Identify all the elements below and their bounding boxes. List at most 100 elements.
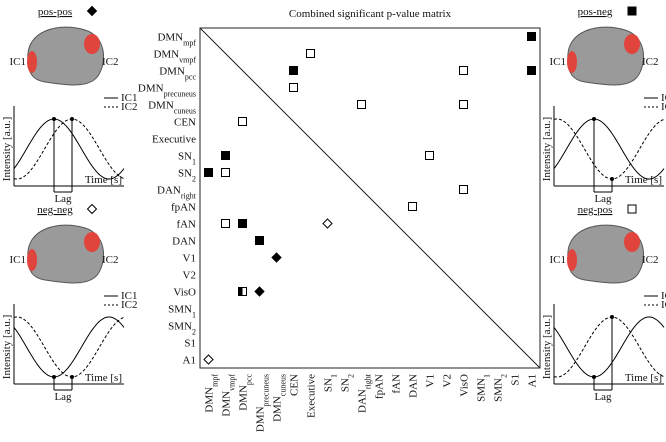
column-label: fpAN — [374, 374, 386, 399]
label-sub: 2 — [192, 174, 196, 183]
lag-label: Lag — [54, 193, 72, 205]
marker — [271, 252, 282, 263]
signal-curve — [13, 118, 125, 180]
label-sub: 2 — [346, 374, 355, 378]
square-half — [238, 287, 243, 296]
column-label: DMNpcc — [238, 374, 254, 411]
diagonal — [199, 27, 541, 369]
square — [289, 83, 298, 92]
legend-label: IC2 — [661, 299, 666, 311]
legend-label: IC1 — [121, 92, 138, 104]
row-label: V2 — [183, 270, 196, 282]
ic2-label: IC2 — [102, 56, 119, 68]
label-base: DMN — [272, 396, 284, 422]
label-sub: cuneus — [278, 374, 287, 396]
column-label: DMNcuneus — [272, 374, 288, 422]
square — [238, 219, 247, 228]
ic1-label: IC1 — [550, 254, 567, 266]
label-base: DAN — [157, 185, 181, 197]
square — [627, 6, 637, 16]
ic2-region — [624, 232, 640, 252]
row-label: DANright — [157, 185, 197, 201]
marker — [289, 83, 298, 92]
row-label: Executive — [152, 134, 196, 146]
column-label: SN2 — [340, 374, 356, 392]
row-label: DAN — [172, 236, 196, 248]
marker — [238, 117, 247, 126]
square — [306, 49, 315, 58]
square — [255, 236, 264, 245]
label-sub: right — [181, 191, 197, 200]
label-base: DMN — [138, 83, 164, 95]
label-base: SMN — [168, 304, 192, 316]
label-sub: 2 — [192, 327, 196, 336]
panel-title: neg-neg — [37, 204, 73, 216]
marker — [425, 151, 434, 160]
marker — [203, 354, 214, 365]
label-sub: 1 — [192, 157, 196, 166]
label-sub: precuneus — [261, 374, 270, 406]
square — [289, 66, 298, 75]
legend-label: IC2 — [661, 101, 666, 113]
row-label: DMNcuneus — [148, 100, 196, 116]
square — [221, 219, 230, 228]
square — [408, 202, 417, 211]
ic1-region — [27, 51, 37, 73]
legend-label: IC1 — [121, 290, 138, 302]
y-axis-label: Intensity [a.u.] — [541, 315, 553, 379]
square — [425, 151, 434, 160]
column-label: Executive — [306, 374, 318, 418]
row-label: DMNvmpf — [153, 49, 196, 65]
ic2-region — [84, 232, 100, 252]
diamond — [322, 218, 333, 229]
row-label: SN2 — [178, 168, 196, 184]
column-label: A1 — [527, 374, 539, 387]
label-sub: cuneus — [174, 106, 196, 115]
label-sub: mpf — [210, 374, 219, 387]
label-sub: pcc — [185, 72, 197, 81]
marker — [86, 5, 98, 17]
y-axis-label: Intensity [a.u.] — [1, 117, 13, 181]
square — [459, 66, 468, 75]
column-label: DAN — [408, 374, 420, 398]
label-base: DMN — [255, 406, 267, 432]
label-base: SN — [178, 151, 192, 163]
x-axis-label: Time [s] — [625, 174, 662, 186]
label-base: DMN — [157, 32, 183, 44]
lag-label: Lag — [54, 391, 72, 403]
column-label: SMN1 — [476, 374, 492, 402]
signal-curve — [13, 316, 125, 378]
square — [204, 168, 213, 177]
square — [459, 100, 468, 109]
legend-label: IC1 — [661, 290, 666, 302]
column-label: SMN2 — [493, 374, 509, 402]
ic1-label: IC1 — [10, 254, 27, 266]
marker — [357, 100, 366, 109]
label-sub: vmpf — [179, 55, 196, 64]
x-axis-label: Time [s] — [85, 372, 122, 384]
marker — [459, 185, 468, 194]
row-label: DMNprecuneus — [138, 83, 196, 99]
column-label: DMNmpf — [204, 374, 220, 413]
diamond — [86, 5, 98, 17]
marker — [221, 219, 230, 228]
row-label: SMN2 — [168, 321, 196, 337]
row-label: DMNpcc — [159, 66, 196, 82]
ic2-label: IC2 — [642, 254, 659, 266]
ic2-label: IC2 — [102, 254, 119, 266]
ic1-label: IC1 — [550, 56, 567, 68]
diamond — [86, 203, 98, 215]
row-label: fAN — [176, 219, 196, 231]
label-base: SMN — [493, 378, 505, 402]
marker — [221, 168, 230, 177]
panel-title: neg-pos — [578, 204, 613, 216]
label-sub: precuneus — [164, 89, 196, 98]
label-sub: vmpf — [227, 374, 236, 391]
column-label: DMNprecuneus — [255, 374, 271, 432]
marker — [459, 66, 468, 75]
y-axis-label: Intensity [a.u.] — [541, 117, 553, 181]
marker — [408, 202, 417, 211]
ic1-region — [567, 249, 577, 271]
square — [221, 151, 230, 160]
